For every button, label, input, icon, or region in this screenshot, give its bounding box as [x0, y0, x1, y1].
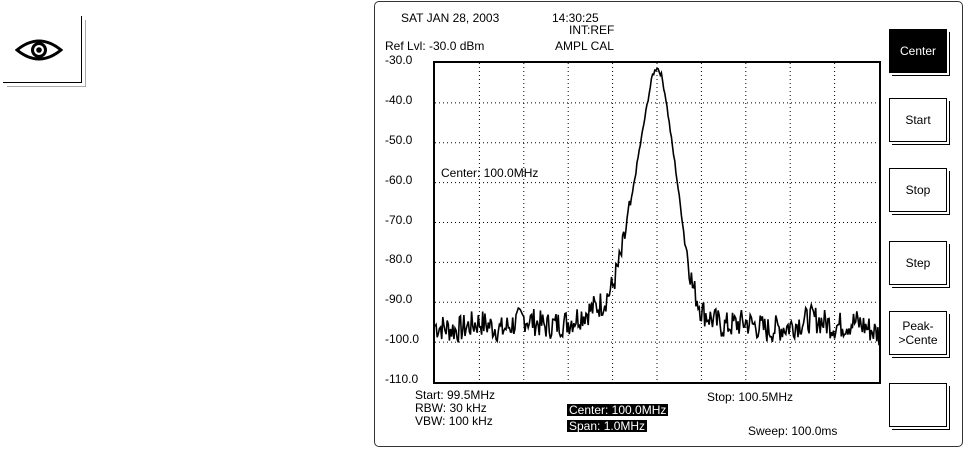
date-label: SAT JAN 28, 2003 — [401, 11, 500, 25]
y-tick-label: -50.0 — [385, 132, 413, 147]
spectrum-trace — [435, 67, 879, 346]
ref-source-label: INT:REF — [569, 23, 615, 37]
softkey-label: Center — [899, 44, 937, 58]
softkey-step[interactable]: Step — [889, 241, 950, 288]
span-label: Span: 1.0MHz — [567, 419, 648, 433]
spectrum-plot: Center: 100.0MHz — [433, 61, 881, 384]
softkey-label: Start — [905, 113, 931, 127]
y-tick-label: -90.0 — [385, 292, 413, 307]
softkey-stop[interactable]: Stop — [889, 168, 950, 215]
y-tick-label: -60.0 — [385, 172, 413, 187]
analyzer-screen: SAT JAN 28, 2003 14:30:25 INT:REF Ref Lv… — [374, 1, 963, 447]
time-label: 14:30:25 — [552, 11, 599, 25]
rbw-label: RBW: 30 kHz — [415, 401, 487, 415]
softkey-blank[interactable] — [889, 383, 950, 430]
softkey-center[interactable]: Center — [889, 29, 950, 76]
y-tick-label: -70.0 — [385, 212, 413, 227]
y-tick-label: -40.0 — [385, 92, 413, 107]
y-tick-label: -100.0 — [385, 332, 420, 347]
center-freq-label: Center: 100.0MHz — [567, 403, 669, 417]
vbw-label: VBW: 100 kHz — [415, 414, 493, 428]
eye-icon — [15, 39, 63, 61]
y-tick-label: -110.0 — [385, 372, 419, 386]
softkey-start[interactable]: Start — [889, 98, 950, 145]
eye-icon-shadow — [7, 20, 86, 87]
eye-icon-frame[interactable] — [3, 16, 82, 83]
stop-label: Stop: 100.5MHz — [707, 390, 794, 404]
marker-label: Center: 100.0MHz — [441, 166, 539, 180]
ref-level-label: Ref Lvl: -30.0 dBm — [385, 39, 485, 53]
y-tick-label: -80.0 — [385, 252, 413, 267]
ampl-cal-label: AMPL CAL — [555, 39, 614, 53]
softkey-label: Step — [905, 256, 931, 270]
sweep-label: Sweep: 100.0ms — [748, 424, 838, 438]
softkey-peak-cente[interactable]: Peak- >Cente — [889, 311, 950, 358]
softkey-label: Peak- >Cente — [898, 319, 938, 347]
spectrum-svg — [435, 63, 879, 382]
start-label: Start: 99.5MHz — [415, 388, 496, 402]
y-tick-label: -30.0 — [385, 53, 413, 67]
softkey-label: Stop — [905, 183, 931, 197]
